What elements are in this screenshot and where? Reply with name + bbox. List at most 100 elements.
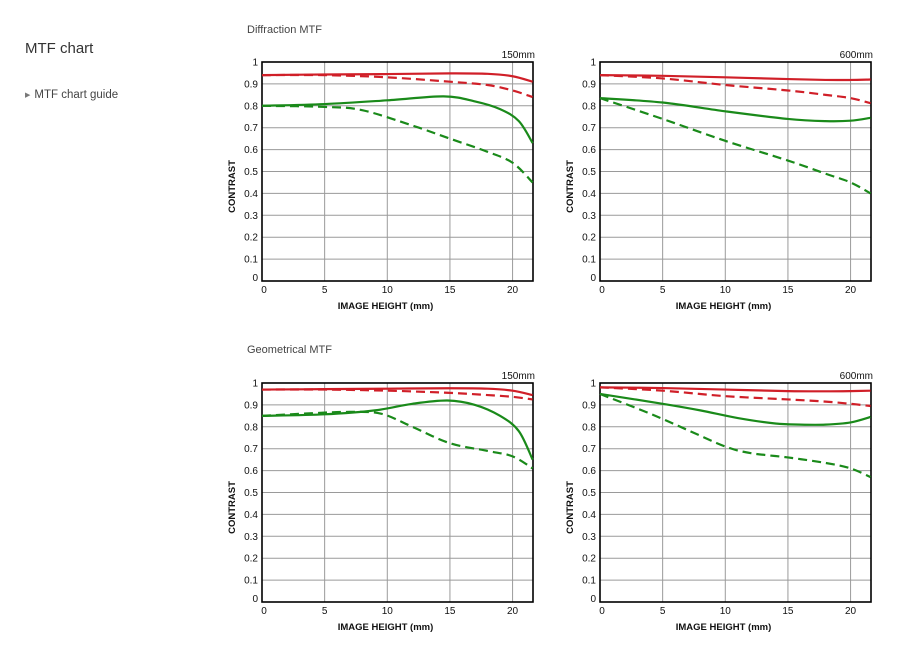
series-line-green-solid	[261, 95, 534, 144]
y-tick-label: 0.3	[244, 211, 258, 222]
plot-frame	[599, 61, 872, 282]
x-tick-label: 15	[782, 606, 794, 617]
series-line-red-solid	[261, 72, 533, 83]
x-tick-label: 0	[599, 606, 605, 617]
x-tick-label: 10	[382, 285, 394, 296]
series-line-red-solid	[599, 386, 871, 393]
x-tick-label: 10	[382, 606, 394, 617]
x-tick-label: 0	[599, 285, 605, 296]
y-tick-label: 0.8	[582, 101, 596, 112]
mtf-chart-geometrical-600mm: 00.10.20.30.40.50.60.70.80.910 5 10 15 20IMA…	[565, 371, 873, 633]
y-tick-label: 0	[590, 273, 596, 284]
series-line-green-dashed	[261, 410, 534, 470]
y-tick-label: 0.9	[244, 79, 258, 90]
x-tick-label: 15	[444, 606, 456, 617]
y-tick-label: 0.9	[244, 400, 258, 411]
focal-length-label: 600mm	[840, 371, 873, 382]
section-title-geometrical: Geometrical MTF	[247, 344, 332, 356]
y-axis-title: CONTRAST	[565, 160, 576, 213]
y-tick-label: 0.8	[582, 422, 596, 433]
y-tick-label: 0.2	[244, 554, 258, 565]
x-tick-label: 20	[845, 606, 857, 617]
x-tick-label: 5	[322, 285, 328, 296]
x-tick-label: 0	[261, 606, 267, 617]
focal-length-label: 150mm	[502, 50, 535, 61]
x-tick-label: 10	[720, 606, 732, 617]
y-tick-label: 0.2	[244, 233, 258, 244]
y-tick-label: 0.5	[244, 488, 258, 499]
section-title-diffraction: Diffraction MTF	[247, 24, 322, 36]
y-tick-label: 0.1	[244, 576, 258, 587]
series-line-red-solid	[599, 74, 871, 82]
series-line-green-dashed	[599, 392, 872, 479]
y-tick-label: 0.7	[244, 123, 258, 134]
y-tick-label: 0.7	[582, 123, 596, 134]
y-tick-label: 0.4	[582, 189, 596, 200]
y-tick-label: 0.1	[582, 255, 596, 266]
y-tick-label: 0.7	[582, 444, 596, 455]
series-line-green-solid	[261, 399, 534, 461]
x-tick-label: 20	[507, 285, 519, 296]
x-tick-label: 0	[261, 285, 267, 296]
mtf-chart-diffraction-600mm: 00.10.20.30.40.50.60.70.80.910 5 10 15 20IMA…	[565, 50, 873, 312]
y-tick-label: 0.9	[582, 79, 596, 90]
y-tick-label: 1	[252, 58, 258, 69]
x-axis-title: IMAGE HEIGHT (mm)	[338, 301, 434, 312]
y-tick-label: 1	[252, 379, 258, 390]
focal-length-label: 150mm	[502, 371, 535, 382]
y-axis-title: CONTRAST	[227, 481, 238, 534]
series-line-green-dashed	[261, 104, 534, 184]
x-tick-label: 20	[507, 606, 519, 617]
y-tick-label: 0	[252, 273, 258, 284]
focal-length-label: 600mm	[840, 50, 873, 61]
y-tick-label: 0	[252, 594, 258, 605]
x-axis-title: IMAGE HEIGHT (mm)	[338, 622, 434, 633]
y-axis-title: CONTRAST	[227, 160, 238, 213]
series-line-red-dashed	[261, 388, 533, 401]
series-line-red-dashed	[599, 386, 871, 408]
y-tick-label: 0	[590, 594, 596, 605]
y-tick-label: 0.2	[582, 554, 596, 565]
series-line-green-solid	[599, 392, 871, 426]
y-tick-label: 1	[590, 379, 596, 390]
y-tick-label: 0.5	[582, 488, 596, 499]
plot-frame	[261, 61, 534, 282]
y-tick-label: 0.6	[582, 145, 596, 156]
triangle-right-icon: ▶	[25, 92, 31, 99]
guide-link-label: MTF chart guide	[34, 89, 119, 101]
page-title: MTF chart	[25, 40, 94, 57]
y-tick-label: 0.1	[244, 255, 258, 266]
x-tick-label: 20	[845, 285, 857, 296]
plot-frame	[599, 382, 872, 603]
x-tick-label: 10	[720, 285, 732, 296]
y-tick-label: 0.6	[244, 466, 258, 477]
y-tick-label: 0.7	[244, 444, 258, 455]
mtf-chart-diffraction-150mm: 00.10.20.30.40.50.60.70.80.910 5 10 15 20IMA…	[227, 50, 535, 312]
y-tick-label: 0.9	[582, 400, 596, 411]
y-tick-label: 0.5	[244, 167, 258, 178]
y-tick-label: 0.5	[582, 167, 596, 178]
series-line-red-solid	[261, 387, 533, 397]
mtf-chart-guide-link[interactable]: ▶ MTF chart guide	[25, 89, 118, 101]
y-tick-label: 0.6	[244, 145, 258, 156]
x-tick-label: 15	[782, 285, 794, 296]
y-tick-label: 0.1	[582, 576, 596, 587]
plot-frame	[261, 382, 534, 603]
x-tick-label: 5	[660, 285, 666, 296]
series-line-green-solid	[599, 97, 871, 123]
y-tick-label: 0.8	[244, 422, 258, 433]
y-tick-label: 0.3	[582, 532, 596, 543]
mtf-chart-geometrical-150mm: 00.10.20.30.40.50.60.70.80.910 5 10 15 20IMA…	[227, 371, 535, 633]
y-tick-label: 0.6	[582, 466, 596, 477]
series-line-red-dashed	[261, 73, 533, 99]
y-tick-label: 0.4	[244, 189, 258, 200]
y-tick-label: 0.8	[244, 101, 258, 112]
x-axis-title: IMAGE HEIGHT (mm)	[676, 301, 772, 312]
series-line-red-dashed	[599, 74, 871, 105]
y-tick-label: 0.4	[244, 510, 258, 521]
x-tick-label: 5	[660, 606, 666, 617]
x-tick-label: 5	[322, 606, 328, 617]
y-tick-label: 0.2	[582, 233, 596, 244]
y-tick-label: 1	[590, 58, 596, 69]
y-axis-title: CONTRAST	[565, 481, 576, 534]
